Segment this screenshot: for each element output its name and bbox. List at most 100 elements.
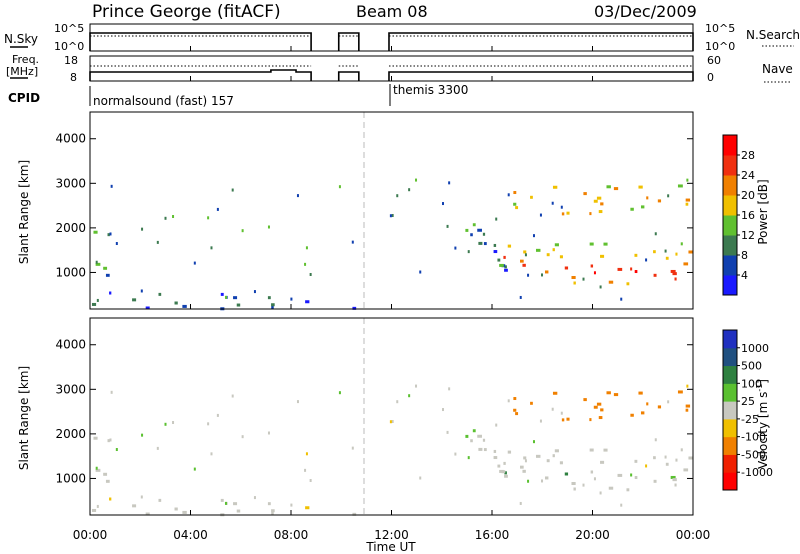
power-cell — [408, 188, 411, 192]
power-cell — [541, 273, 544, 277]
power-cell — [571, 275, 576, 279]
velocity-cell — [672, 478, 677, 482]
noise-right-tick-high: 10^5 — [705, 22, 735, 35]
velocity-cell — [617, 473, 623, 477]
velocity-cell — [598, 416, 603, 420]
velocity-cell — [271, 511, 274, 515]
power-cell — [617, 267, 623, 271]
frequency-trace — [388, 71, 694, 81]
velocity-cell — [193, 467, 196, 471]
power-cell — [546, 253, 550, 257]
velocity-cell — [638, 391, 643, 395]
velocity-cell — [606, 391, 611, 395]
power-cell — [630, 267, 633, 271]
velocity-cell — [589, 448, 594, 452]
velocity-cell — [541, 479, 544, 483]
power-cell — [389, 214, 392, 218]
velocity-cell — [93, 436, 98, 440]
velocity-colorbar-tick-label: -100 — [741, 431, 766, 444]
velocity-cell — [603, 448, 608, 452]
power-cell — [634, 253, 638, 257]
velocity-cell — [305, 452, 308, 456]
power-cell — [95, 262, 101, 266]
power-colorbar: 4 8 12 16 20 24 28 Power [dB] — [722, 134, 770, 296]
velocity-cell — [551, 407, 554, 411]
velocity-cell — [419, 476, 422, 480]
velocity-cell — [552, 391, 558, 395]
velocity-cell — [478, 447, 483, 451]
velocity-cell — [141, 433, 144, 437]
power-cell — [504, 265, 507, 269]
velocity-cell — [304, 468, 307, 472]
velocity-cell — [582, 483, 585, 487]
power-colorbar-swatch — [723, 235, 737, 256]
power-cell — [233, 296, 238, 300]
power-cell — [674, 277, 677, 281]
power-cell — [164, 216, 167, 220]
power-cell — [504, 268, 508, 272]
velocity-cell — [513, 397, 517, 401]
power-cell — [664, 249, 667, 253]
power-colorbar-tick-label: 28 — [741, 149, 755, 162]
velocity-cell — [589, 418, 592, 422]
velocity-cell — [96, 504, 99, 508]
velocity-cell — [109, 438, 112, 442]
power-cell — [573, 281, 576, 285]
cpid-row: CPID normalsound (fast) 157 themis 3300 — [8, 83, 468, 108]
velocity-cell — [686, 384, 689, 388]
power-cell — [193, 261, 196, 265]
velocity-cell — [546, 459, 550, 463]
power-cell — [606, 185, 611, 189]
freq-right-tick-low: 0 — [707, 71, 714, 84]
x-tick-label: 08:00 — [274, 528, 309, 542]
velocity-cell — [634, 459, 638, 463]
power-cell — [626, 282, 630, 286]
velocity-cell — [683, 468, 689, 472]
power-cell — [419, 270, 422, 274]
power-cell — [535, 248, 541, 252]
velocity-cell — [396, 400, 399, 404]
beam-label: Beam 08 — [356, 2, 428, 21]
velocity-cell — [415, 384, 418, 388]
power-cell — [224, 295, 227, 299]
velocity-cell — [216, 413, 219, 417]
power-cell — [560, 205, 563, 209]
power-cell — [507, 244, 512, 248]
power-cell — [593, 199, 598, 203]
velocity-cell — [408, 394, 411, 398]
power-cell — [665, 256, 669, 260]
date-label: 03/Dec/2009 — [594, 2, 697, 21]
power-cell — [391, 214, 394, 218]
velocity-cell — [271, 509, 275, 513]
y-tick-label: 4000 — [55, 132, 86, 146]
velocity-colorbar-title: Velocity [m s-1] — [755, 379, 770, 469]
power-cell — [544, 270, 549, 274]
power-cell — [598, 210, 603, 214]
velocity-cell — [520, 465, 524, 469]
velocity-cell — [630, 413, 634, 417]
velocity-cell — [634, 476, 638, 480]
x-tick-label: 00:00 — [676, 528, 711, 542]
velocity-colorbar-swatch — [723, 436, 737, 455]
station-title: Prince George (fitACF) — [92, 2, 281, 22]
power-cell — [478, 241, 483, 245]
velocity-y-axis-title: Slant Range [km] — [17, 366, 31, 470]
power-cell — [552, 248, 555, 252]
velocity-cell — [483, 448, 487, 452]
power-cell — [515, 206, 519, 210]
cpid-normalsound: normalsound (fast) 157 — [93, 94, 234, 108]
velocity-cell — [391, 420, 394, 424]
velocity-cell — [600, 408, 604, 412]
velocity-cell — [515, 412, 519, 416]
velocity-colorbar-swatch — [723, 401, 737, 420]
power-cell — [688, 250, 693, 254]
noise-left-tick-high: 10^5 — [54, 22, 84, 35]
power-cell — [352, 306, 357, 310]
velocity-colorbar-swatch — [723, 365, 737, 384]
velocity-cell — [593, 477, 596, 481]
power-colorbar-tick-label: 12 — [741, 229, 755, 242]
power-cell — [530, 195, 533, 199]
power-cell — [115, 242, 118, 246]
y-tick-label: 4000 — [55, 338, 86, 352]
power-cell — [513, 202, 517, 206]
